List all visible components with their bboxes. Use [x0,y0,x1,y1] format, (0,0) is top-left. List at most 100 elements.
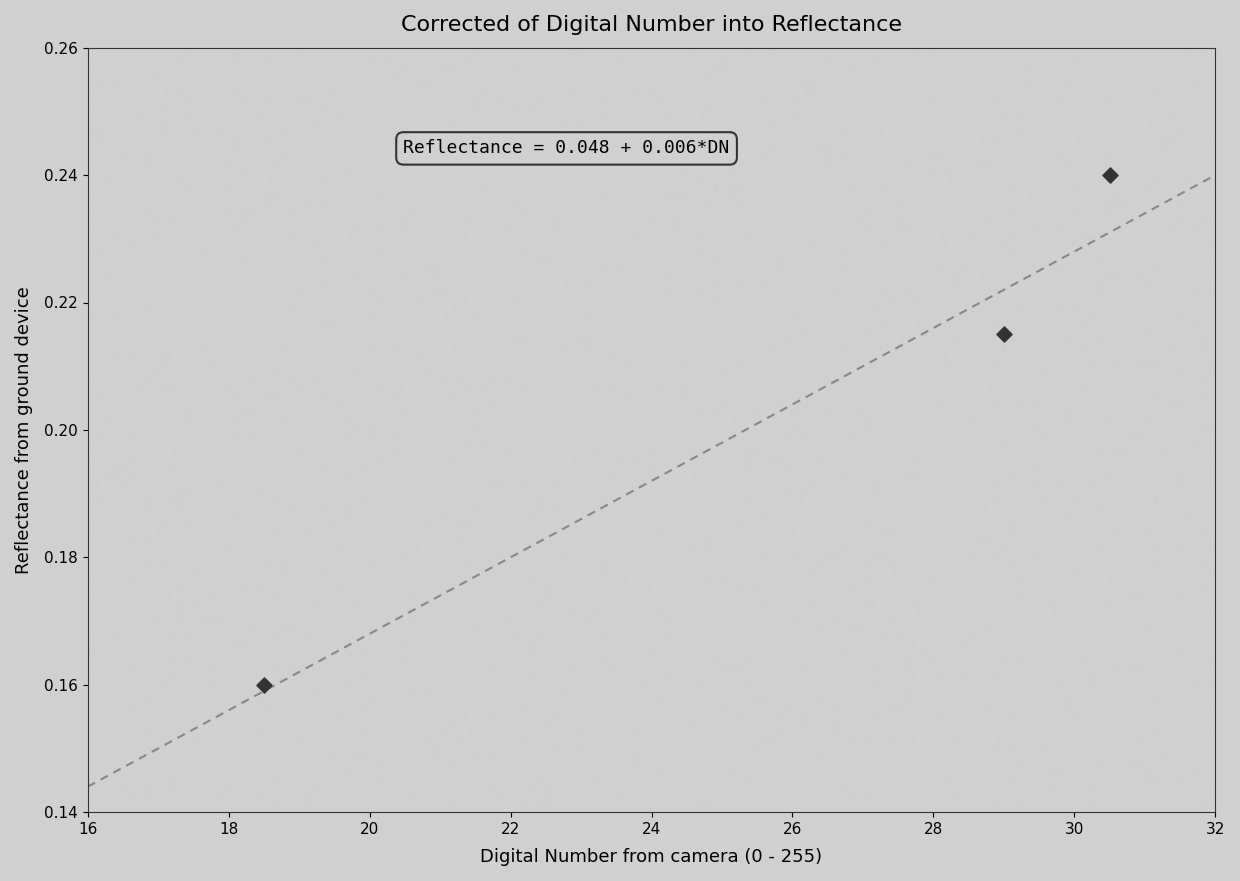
Point [1122,286,1142,300]
Point [792,596,812,610]
Point [1024,101,1044,115]
Point [371,747,391,761]
Point [161,784,181,798]
Point [627,776,647,790]
Point [113,181,133,196]
Point [1169,272,1189,286]
Point [294,447,314,461]
Point [1086,755,1106,769]
Point [806,403,826,417]
Point [123,452,143,466]
Point [365,492,384,507]
Point [688,447,708,461]
Point [520,383,539,397]
Point [706,58,725,72]
Point [872,675,892,689]
Point [732,520,751,534]
Point [1168,486,1188,500]
Point [694,674,714,688]
Point [999,506,1019,520]
Point [816,292,836,306]
Point [521,158,541,172]
Point [321,624,341,638]
Point [1116,336,1136,350]
Point [1169,546,1189,560]
Point [427,783,446,797]
Point [459,59,479,73]
Point [170,500,190,515]
Point [104,46,124,60]
Point [379,204,399,218]
Point [573,786,593,800]
Point [89,75,109,89]
Point [770,181,790,195]
Point [319,276,339,290]
Point [1192,47,1211,61]
Point [831,330,851,344]
Point [325,455,345,469]
Point [1143,179,1163,193]
Point [981,80,1001,94]
Point [956,622,976,636]
Point [371,278,391,292]
Point [901,355,921,369]
Point [1004,775,1024,789]
Point [169,407,188,421]
Point [145,400,165,414]
Point [1032,603,1052,618]
Point [453,434,472,448]
Point [1158,484,1178,498]
Point [293,468,312,482]
Point [782,281,802,295]
Point [202,718,222,732]
Point [720,108,740,122]
Point [317,760,337,774]
Point [930,426,950,440]
Point [154,356,174,370]
Point [909,758,929,772]
Point [1039,650,1059,664]
Point [675,356,694,370]
Point [272,339,291,353]
Point [304,178,324,192]
Point [965,547,985,561]
Point [1006,585,1025,599]
Point [859,323,879,337]
Point [763,433,782,447]
Point [944,513,963,527]
Point [1177,166,1197,180]
Point [596,661,616,675]
Point [770,723,790,737]
Point [265,158,285,172]
Point [134,323,154,337]
Point [923,300,942,314]
Point [955,667,975,681]
Point [1157,123,1177,137]
Point [977,229,997,243]
Point [522,60,542,74]
Point [280,300,300,315]
Point [895,627,915,641]
Point [584,49,604,63]
Point [957,460,977,474]
Point [768,794,787,808]
Point [1055,751,1075,766]
Point [667,340,687,354]
Point [831,96,851,110]
Point [843,235,863,249]
Point [924,679,944,693]
Point [467,568,487,582]
Point [634,375,653,389]
Point [502,693,522,707]
Point [1145,159,1164,174]
Point [1177,155,1197,169]
Point [459,265,479,279]
Point [846,213,866,227]
Point [988,474,1008,488]
Point [534,368,554,382]
Point [856,552,875,566]
Point [624,227,644,241]
Point [837,160,857,174]
Point [444,796,464,811]
Point [1122,144,1142,159]
